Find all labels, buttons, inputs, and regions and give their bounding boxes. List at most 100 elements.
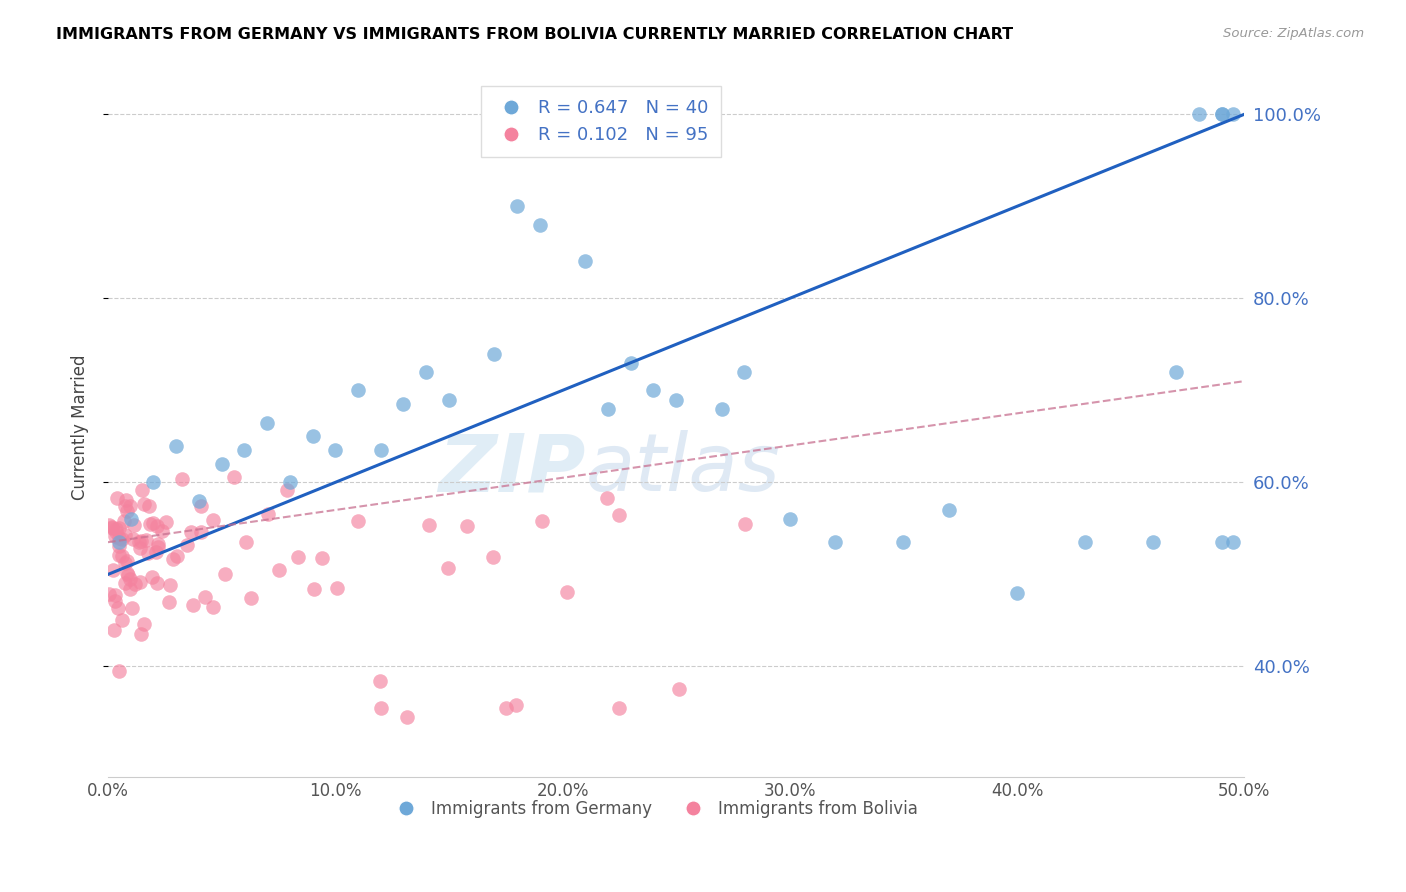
Point: [187, 493, 209, 508]
Point: [301, 429, 323, 443]
Point: [145, 518, 167, 533]
Point: [111, 549, 134, 564]
Point: [710, 401, 733, 416]
Point: [181, 599, 204, 613]
Point: [101, 563, 124, 577]
Point: [1142, 535, 1164, 549]
Point: [142, 516, 165, 531]
Point: [98, 517, 121, 532]
Point: [107, 521, 129, 535]
Point: [107, 548, 129, 562]
Point: [122, 517, 145, 532]
Point: [609, 508, 631, 522]
Point: [893, 535, 915, 549]
Point: [118, 582, 141, 596]
Point: [115, 492, 138, 507]
Point: [665, 392, 688, 407]
Point: [436, 560, 458, 574]
Y-axis label: Currently Married: Currently Married: [72, 354, 89, 500]
Point: [129, 574, 152, 589]
Point: [481, 550, 503, 565]
Point: [115, 566, 138, 581]
Point: [1222, 535, 1244, 549]
Point: [392, 397, 415, 411]
Point: [733, 365, 755, 379]
Point: [121, 600, 143, 615]
Point: [529, 218, 551, 232]
Point: [609, 701, 631, 715]
Point: [142, 475, 165, 490]
Point: [139, 516, 162, 531]
Point: [136, 546, 159, 560]
Point: [108, 664, 131, 678]
Point: [104, 522, 127, 536]
Point: [108, 535, 131, 549]
Point: [620, 356, 643, 370]
Point: [112, 515, 135, 529]
Point: [104, 588, 127, 602]
Point: [326, 582, 349, 596]
Point: [141, 570, 163, 584]
Point: [1188, 107, 1211, 121]
Point: [278, 475, 301, 490]
Point: [145, 576, 167, 591]
Point: [114, 527, 136, 541]
Point: [128, 541, 150, 555]
Point: [415, 365, 437, 379]
Point: [347, 384, 370, 398]
Point: [304, 582, 326, 596]
Point: [166, 549, 188, 563]
Point: [1074, 535, 1097, 549]
Point: [437, 392, 460, 407]
Point: [117, 568, 139, 582]
Point: [257, 508, 280, 522]
Point: [596, 401, 619, 416]
Point: [734, 516, 756, 531]
Point: [129, 534, 152, 549]
Point: [115, 554, 138, 568]
Point: [214, 567, 236, 582]
Point: [287, 549, 309, 564]
Point: [256, 416, 278, 430]
Point: [101, 521, 124, 535]
Point: [370, 701, 392, 715]
Point: [155, 515, 177, 529]
Point: [138, 499, 160, 513]
Point: [98, 587, 121, 601]
Point: [148, 540, 170, 554]
Point: [103, 624, 125, 638]
Point: [132, 496, 155, 510]
Point: [180, 524, 202, 539]
Point: [484, 346, 506, 360]
Point: [211, 457, 233, 471]
Point: [779, 512, 801, 526]
Point: [202, 513, 225, 527]
Point: [114, 576, 136, 591]
Point: [105, 491, 128, 505]
Point: [240, 591, 263, 605]
Point: [323, 443, 346, 458]
Point: [1005, 586, 1028, 600]
Legend: Immigrants from Germany, Immigrants from Bolivia: Immigrants from Germany, Immigrants from…: [382, 793, 925, 824]
Point: [370, 443, 392, 458]
Point: [111, 613, 134, 627]
Point: [176, 538, 198, 552]
Point: [668, 681, 690, 696]
Point: [165, 439, 187, 453]
Point: [1211, 107, 1233, 121]
Text: ZIP: ZIP: [437, 430, 585, 508]
Point: [114, 556, 136, 570]
Point: [190, 525, 212, 540]
Point: [148, 537, 170, 551]
Point: [235, 535, 257, 549]
Point: [267, 563, 290, 577]
Point: [122, 532, 145, 546]
Point: [190, 500, 212, 514]
Point: [115, 504, 138, 518]
Point: [101, 520, 124, 534]
Point: [418, 518, 440, 533]
Point: [129, 627, 152, 641]
Text: IMMIGRANTS FROM GERMANY VS IMMIGRANTS FROM BOLIVIA CURRENTLY MARRIED CORRELATION: IMMIGRANTS FROM GERMANY VS IMMIGRANTS FR…: [56, 27, 1014, 42]
Point: [120, 500, 142, 514]
Point: [170, 472, 193, 486]
